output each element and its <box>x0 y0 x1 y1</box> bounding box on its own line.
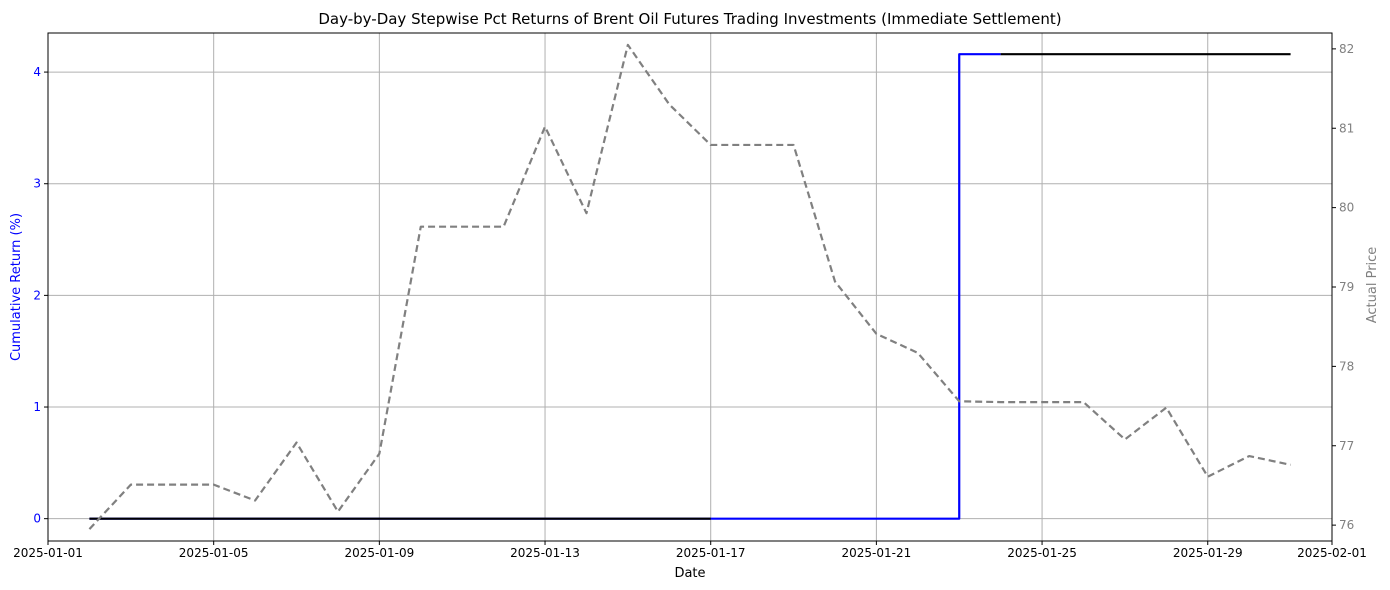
x-tick-label: 2025-01-01 <box>13 546 83 560</box>
x-tick-label: 2025-01-21 <box>842 546 912 560</box>
left-tick-label: 4 <box>33 65 41 79</box>
x-tick-label: 2025-02-01 <box>1297 546 1367 560</box>
x-tick-label: 2025-01-29 <box>1173 546 1243 560</box>
left-tick-label: 1 <box>33 400 41 414</box>
chart-title: Day-by-Day Stepwise Pct Returns of Brent… <box>318 10 1061 28</box>
left-tick-label: 0 <box>33 512 41 526</box>
gridlines <box>47 33 1333 541</box>
x-axis-ticks: 2025-01-01 2025-01-05 2025-01-09 2025-01-13… <box>13 541 1367 560</box>
right-tick-label: 82 <box>1339 42 1354 56</box>
right-tick-label: 78 <box>1339 359 1354 373</box>
price-line <box>88 43 1291 530</box>
series-layer <box>88 43 1291 530</box>
x-tick-label: 2025-01-17 <box>676 546 746 560</box>
right-axis-label: Actual Price <box>1365 247 1380 324</box>
plot-frame <box>47 32 1333 542</box>
x-tick-label: 2025-01-05 <box>179 546 249 560</box>
right-axis-ticks: 76 77 78 79 80 81 82 <box>1332 42 1354 532</box>
right-tick-label: 80 <box>1339 201 1354 215</box>
right-tick-label: 76 <box>1339 518 1354 532</box>
right-tick-label: 81 <box>1339 121 1354 135</box>
left-tick-label: 2 <box>33 288 41 302</box>
right-tick-label: 77 <box>1339 439 1354 453</box>
left-tick-label: 3 <box>33 177 41 191</box>
x-axis-label: Date <box>674 566 705 581</box>
x-tick-label: 2025-01-09 <box>344 546 414 560</box>
left-axis-label: Cumulative Return (%) <box>9 213 24 361</box>
x-tick-label: 2025-01-25 <box>1007 546 1077 560</box>
left-axis-ticks: 0 1 2 3 4 <box>33 65 48 526</box>
right-tick-label: 79 <box>1339 280 1354 294</box>
x-tick-label: 2025-01-13 <box>510 546 580 560</box>
